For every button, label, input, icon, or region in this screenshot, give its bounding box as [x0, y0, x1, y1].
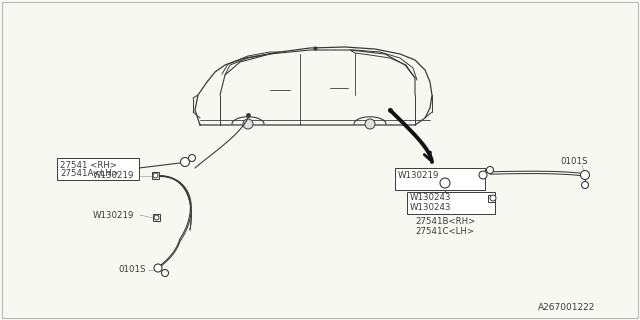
Circle shape: [154, 215, 159, 220]
Bar: [407, 192, 495, 214]
Circle shape: [243, 119, 253, 129]
Text: 0101S: 0101S: [560, 157, 588, 166]
Circle shape: [580, 171, 589, 180]
Circle shape: [479, 171, 487, 179]
Bar: [395, 168, 485, 190]
Text: 27541A<LH>: 27541A<LH>: [60, 169, 119, 178]
Text: A267001222: A267001222: [538, 303, 595, 313]
Bar: [152, 172, 159, 179]
Circle shape: [161, 269, 168, 276]
Text: 0101S: 0101S: [118, 266, 145, 275]
Text: W130219: W130219: [93, 172, 134, 180]
Text: W130219: W130219: [398, 171, 440, 180]
Text: W130243: W130243: [410, 203, 451, 212]
Circle shape: [153, 173, 158, 178]
Circle shape: [154, 264, 162, 272]
Circle shape: [582, 181, 589, 188]
Circle shape: [490, 195, 496, 201]
Circle shape: [365, 119, 375, 129]
Circle shape: [180, 157, 189, 166]
Text: 27541C<LH>: 27541C<LH>: [415, 227, 474, 236]
Circle shape: [486, 166, 493, 173]
Text: W130219: W130219: [93, 211, 134, 220]
Bar: [153, 214, 160, 221]
Text: W130243: W130243: [410, 194, 451, 203]
Bar: [57, 158, 139, 180]
Bar: [488, 195, 495, 202]
Circle shape: [440, 178, 450, 188]
Text: 27541B<RH>: 27541B<RH>: [415, 218, 476, 227]
Circle shape: [189, 155, 195, 162]
Text: 27541 <RH>: 27541 <RH>: [60, 161, 117, 170]
